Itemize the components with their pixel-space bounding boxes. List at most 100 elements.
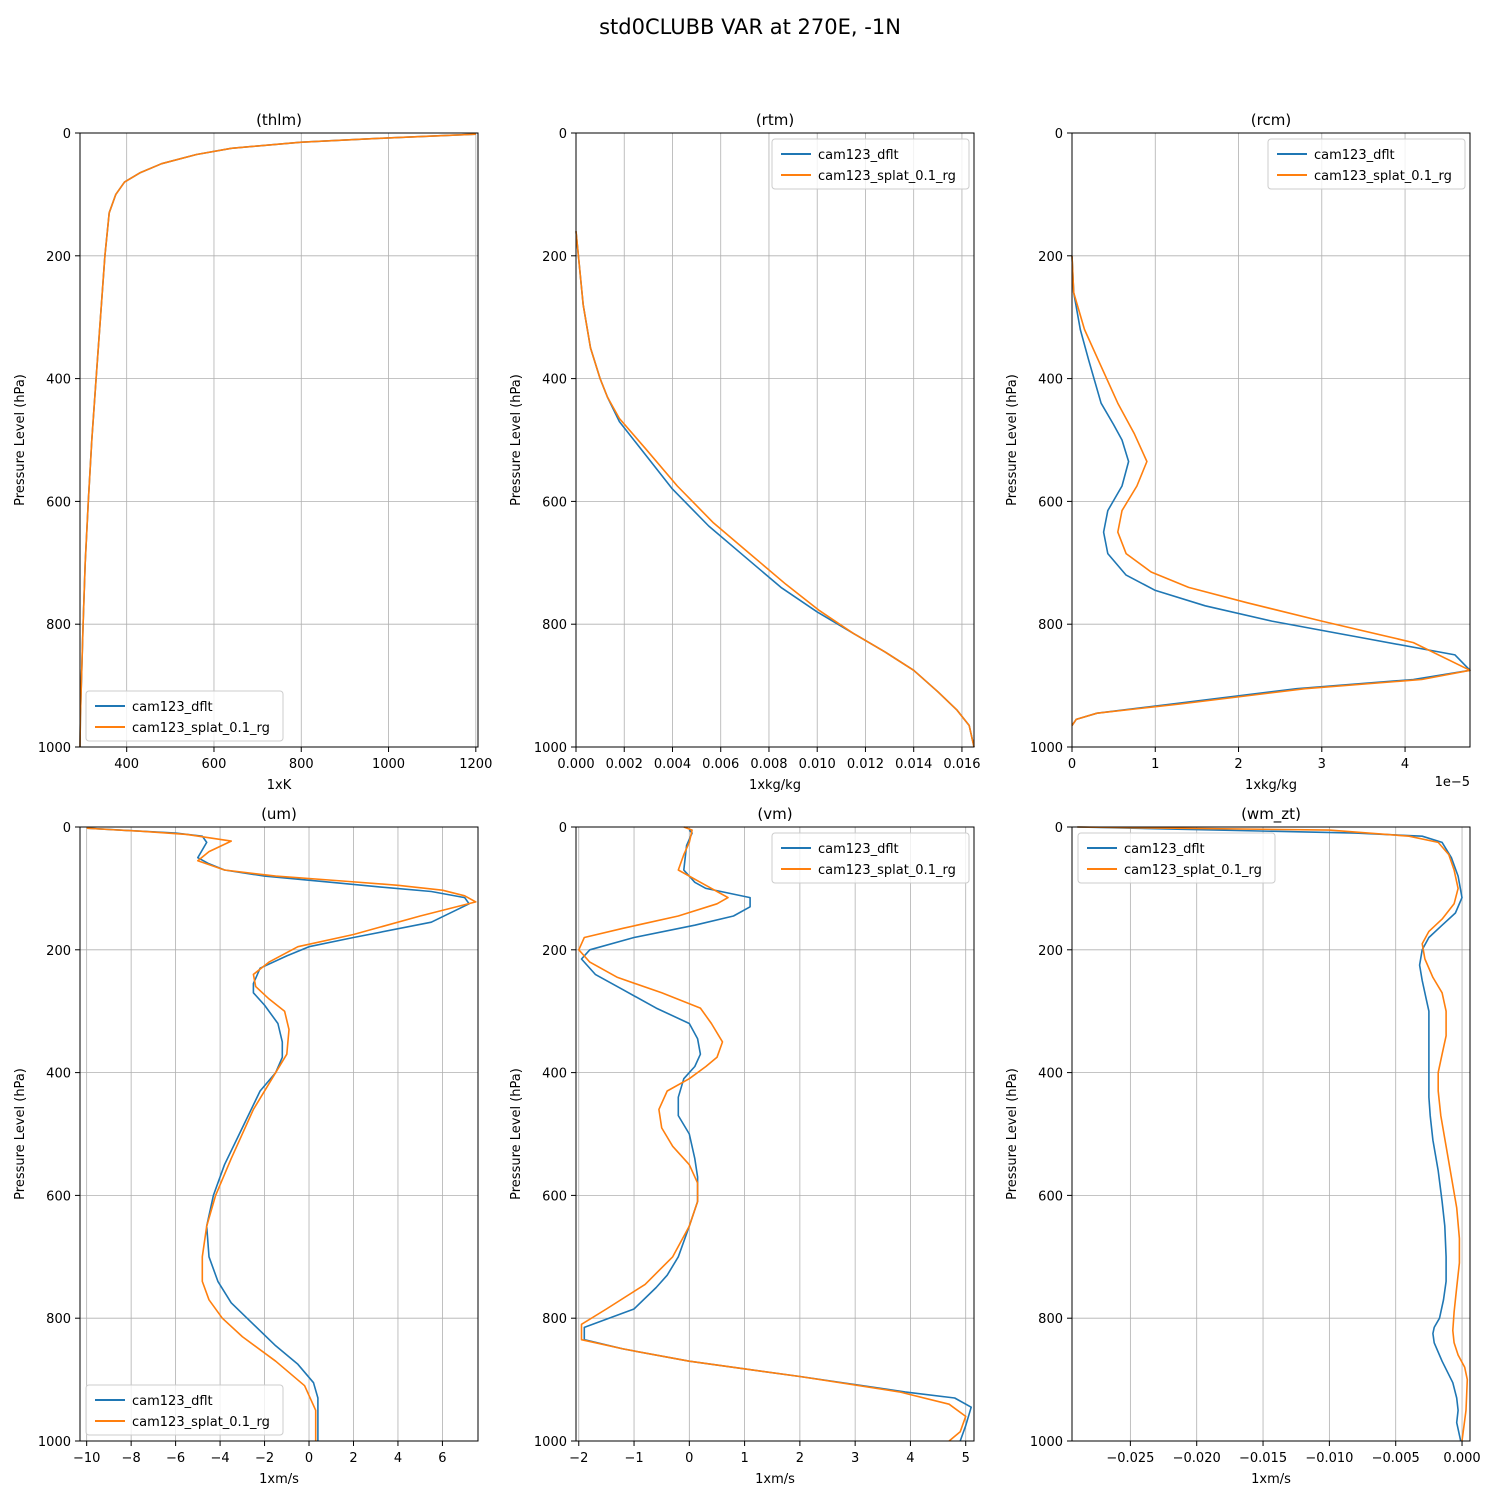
panel-1-frame: [79, 132, 479, 748]
panel-4-x-tick-label: 2: [349, 1451, 357, 1466]
panel-1-series-1-line: [79, 133, 476, 748]
panel-3-x-tick-label: 3: [1318, 757, 1326, 772]
panel-5-x-tick-label: 3: [851, 1451, 859, 1466]
panel-2-legend-label: cam123_dflt: [818, 148, 899, 163]
panel-3-x-tick-label: 0: [1068, 757, 1076, 772]
panel-4-legend-box: [85, 1384, 284, 1436]
panel-3-xlabel: 1xkg/kg: [1245, 778, 1297, 793]
panel-6-frame: [1071, 826, 1471, 1442]
panel-4-x-tick-label: −8: [122, 1451, 141, 1466]
panel-2-x-tick-label: 0.002: [606, 757, 643, 772]
panel-4-legend-label: cam123_dflt: [132, 1394, 213, 1409]
panel-4-series-1-line: [86, 827, 470, 1441]
panel-1-x-tick-label: 1200: [459, 757, 492, 772]
panel-5-series-1-line: [580, 829, 973, 1442]
panel-4-x-tick-label: −6: [166, 1451, 185, 1466]
panel-4-y-tick-label: 0: [63, 821, 71, 836]
panel-6-y-tick-label: 0: [1055, 821, 1063, 836]
panel-3-series-2-line: [1071, 255, 1471, 726]
panel-6-x-tick-label: 0.000: [1443, 1451, 1480, 1466]
panel-1-y-tick-label: 0: [63, 127, 71, 142]
panel-1-title: (thlm): [256, 111, 302, 129]
panel-2-y-tick-label: 200: [542, 250, 567, 265]
panel-6-ylabel: Pressure Level (hPa): [1005, 1068, 1020, 1200]
panel-3-y-tick-label: 600: [1038, 495, 1063, 510]
panel-3-offset-text: 1e−5: [1435, 775, 1470, 790]
panel-4-x-tick-label: 0: [305, 1451, 313, 1466]
panel-6-y-tick-label: 400: [1038, 1067, 1063, 1082]
panel-5-y-tick-label: 0: [559, 821, 567, 836]
panel-2-x-tick-label: 0.016: [943, 757, 980, 772]
panel-1-series-2-line: [79, 133, 476, 748]
panel-5-legend-label: cam123_dflt: [818, 842, 899, 857]
panel-6-x-tick-label: −0.015: [1239, 1451, 1287, 1466]
panel-6-y-tick-label: 200: [1038, 944, 1063, 959]
panel-5-title: (vm): [757, 805, 792, 823]
panel-5-legend-box: [771, 832, 970, 884]
panel-4-legend-label: cam123_splat_0.1_rg: [132, 1415, 270, 1430]
panel-4-y-tick-label: 600: [46, 1189, 71, 1204]
panel-3-x-tick-label: 2: [1234, 757, 1242, 772]
panel-5-y-tick-label: 400: [542, 1067, 567, 1082]
panel-3-x-tick-label: 1: [1151, 757, 1159, 772]
panel-3-x-tick-label: 4: [1401, 757, 1409, 772]
panel-5-y-tick-label: 600: [542, 1189, 567, 1204]
panel-1-x-tick-label: 600: [202, 757, 227, 772]
panel-5-frame: [575, 826, 975, 1442]
panel-4-x-tick-label: 4: [394, 1451, 402, 1466]
panel-2-xlabel: 1xkg/kg: [749, 778, 801, 793]
panel-2-title: (rtm): [756, 111, 794, 129]
panel-2-series-1-line: [575, 231, 975, 748]
panel-6-legend-label: cam123_splat_0.1_rg: [1124, 863, 1262, 878]
panel-4-title: (um): [261, 805, 297, 823]
panel-3-series-1-line: [1071, 255, 1471, 726]
panel-3-y-tick-label: 800: [1038, 618, 1063, 633]
panel-5-y-tick-label: 200: [542, 944, 567, 959]
panel-4-y-tick-label: 400: [46, 1067, 71, 1082]
panel-1-x-tick-label: 800: [289, 757, 314, 772]
panel-6-xlabel: 1xm/s: [1251, 1472, 1291, 1487]
panel-6-x-tick-label: −0.005: [1372, 1451, 1420, 1466]
panel-3-frame: [1071, 132, 1471, 748]
panel-1-legend-box: [85, 690, 284, 742]
panel-6-series-1-line: [1077, 826, 1463, 1442]
panel-1-legend-label: cam123_dflt: [132, 700, 213, 715]
panel-2-y-tick-label: 400: [542, 373, 567, 388]
panel-4-x-tick-label: −2: [255, 1451, 274, 1466]
panel-5-x-tick-label: −2: [569, 1451, 588, 1466]
panel-5-x-tick-label: 5: [962, 1451, 970, 1466]
panel-2-frame: [575, 132, 975, 748]
panel-2-y-tick-label: 0: [559, 127, 567, 142]
panel-1-y-tick-label: 400: [46, 373, 71, 388]
panel-1-y-tick-label: 600: [46, 495, 71, 510]
panel-2-legend-label: cam123_splat_0.1_rg: [818, 169, 956, 184]
panel-4-ylabel: Pressure Level (hPa): [13, 1068, 28, 1200]
panel-3-y-tick-label: 200: [1038, 250, 1063, 265]
panel-2-x-tick-label: 0.010: [799, 757, 836, 772]
panel-4-y-tick-label: 200: [46, 944, 71, 959]
panel-2-x-tick-label: 0.008: [750, 757, 787, 772]
panel-2-ylabel: Pressure Level (hPa): [509, 374, 524, 506]
panel-6-series-2-line: [1077, 826, 1469, 1442]
panel-1-y-tick-label: 200: [46, 250, 71, 265]
panel-3-y-tick-label: 400: [1038, 373, 1063, 388]
panel-5-x-tick-label: −1: [624, 1451, 643, 1466]
panel-2-y-tick-label: 600: [542, 495, 567, 510]
panel-4-series-2-line: [86, 827, 477, 1441]
panel-3-legend-label: cam123_splat_0.1_rg: [1314, 169, 1452, 184]
panel-2-x-tick-label: 0.014: [895, 757, 932, 772]
panel-6-y-tick-label: 1000: [1030, 1435, 1063, 1450]
panel-5-y-tick-label: 800: [542, 1312, 567, 1327]
panel-6-y-tick-label: 600: [1038, 1189, 1063, 1204]
panel-3-legend-box: [1267, 138, 1466, 190]
panel-1-x-tick-label: 400: [114, 757, 139, 772]
panel-4-frame: [79, 826, 479, 1442]
panel-5-x-tick-label: 4: [906, 1451, 914, 1466]
panel-6-x-tick-label: −0.020: [1173, 1451, 1221, 1466]
panel-1-y-tick-label: 1000: [38, 741, 71, 756]
panel-1-ylabel: Pressure Level (hPa): [13, 374, 28, 506]
panel-5-ylabel: Pressure Level (hPa): [509, 1068, 524, 1200]
panel-1-xlabel: 1xK: [267, 778, 292, 793]
panel-6-legend-label: cam123_dflt: [1124, 842, 1205, 857]
